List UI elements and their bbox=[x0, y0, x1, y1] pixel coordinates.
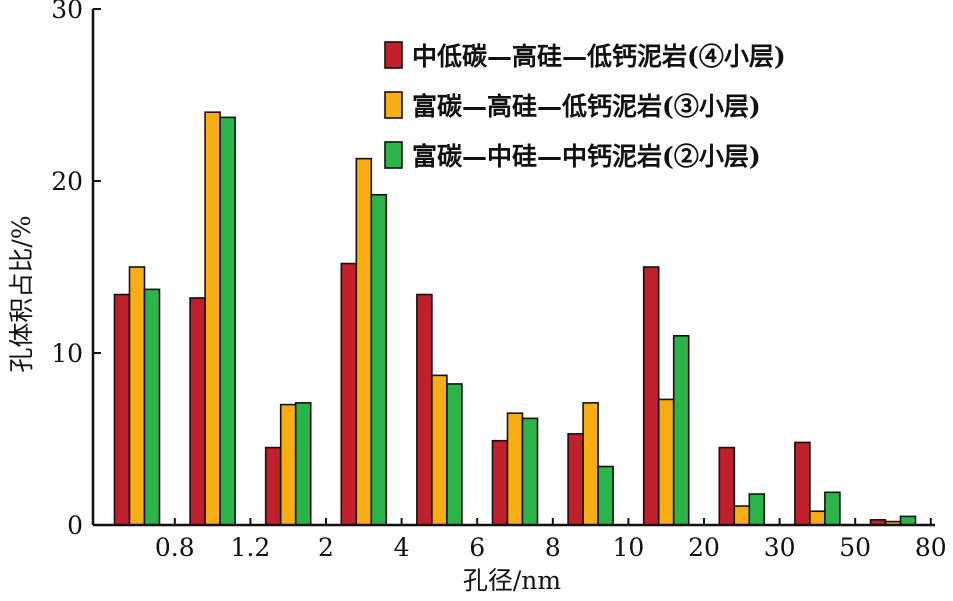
bar-series-1-bin-3 bbox=[264, 446, 282, 526]
bar-series-1-bin-9 bbox=[718, 446, 736, 526]
legend-label-1: 中低碳—高硅—低钙泥岩(④小层) bbox=[412, 42, 786, 71]
bar-series-1-bin-2 bbox=[189, 297, 206, 526]
bar-series-1-bin-8 bbox=[642, 266, 660, 526]
bar-series-2-bin-7 bbox=[582, 402, 599, 526]
bar-series-2-bin-6 bbox=[506, 412, 524, 526]
bar-series-2-bin-8 bbox=[657, 398, 675, 526]
y-tick-label-30: 30 bbox=[51, 0, 83, 24]
bar-series-2-bin-10 bbox=[809, 510, 826, 526]
bar-series-3-bin-4 bbox=[370, 193, 388, 526]
x-tick-label-7: 10 bbox=[612, 533, 644, 562]
bar-series-1-bin-6 bbox=[491, 439, 509, 526]
x-tick-label-10: 50 bbox=[839, 533, 871, 562]
bar-series-3-bin-2 bbox=[219, 116, 236, 526]
x-tick-label-2: 1.2 bbox=[231, 533, 271, 562]
axes-layer: 0 10 20 30 0.8 1.2 2 4 6 8 10 20 30 50 80 bbox=[51, 0, 947, 562]
legend-label-3: 富碳—中硅—中钙泥岩(②小层) bbox=[412, 142, 761, 171]
bar-series-1-bin-10 bbox=[794, 441, 811, 526]
x-axis-title: 孔径/nm bbox=[463, 566, 562, 595]
bar-series-1-bin-4 bbox=[340, 262, 358, 526]
legend-swatch-2 bbox=[384, 91, 403, 119]
bar-series-3-bin-6 bbox=[521, 417, 539, 526]
y-tick-label-20: 20 bbox=[51, 167, 83, 196]
legend-swatch-1 bbox=[384, 41, 403, 69]
bar-series-3-bin-9 bbox=[748, 493, 766, 526]
x-tick-label-8: 20 bbox=[688, 533, 720, 562]
x-tick-label-4: 4 bbox=[394, 533, 410, 562]
bar-series-2-bin-2 bbox=[204, 111, 221, 526]
bar-series-3-bin-5 bbox=[446, 383, 463, 526]
bar-series-2-bin-9 bbox=[733, 505, 751, 526]
x-tick-label-1: 0.8 bbox=[155, 533, 195, 562]
bar-series-3-bin-1 bbox=[143, 288, 161, 526]
bar-series-2-bin-5 bbox=[431, 374, 448, 526]
bar-series-2-bin-3 bbox=[279, 403, 297, 526]
y-tick-label-0: 0 bbox=[67, 511, 83, 540]
y-tick-label-10: 10 bbox=[51, 339, 83, 368]
bar-series-3-bin-8 bbox=[672, 334, 690, 526]
bar-series-3-bin-3 bbox=[294, 402, 312, 526]
bar-series-1-bin-7 bbox=[567, 433, 584, 526]
x-tick-label-5: 6 bbox=[469, 533, 485, 562]
bars-layer bbox=[113, 111, 917, 526]
y-axis-title: 孔体积占比/% bbox=[7, 215, 36, 372]
bar-series-1-bin-1 bbox=[113, 293, 131, 526]
bar-series-3-bin-7 bbox=[597, 465, 614, 526]
bar-series-3-bin-11 bbox=[899, 515, 917, 526]
x-tick-label-9: 30 bbox=[764, 533, 796, 562]
legend: 中低碳—高硅—低钙泥岩(④小层) 富碳—高硅—低钙泥岩(③小层) 富碳—中硅—中钙泥… bbox=[384, 41, 786, 171]
x-tick-label-6: 8 bbox=[545, 533, 561, 562]
legend-label-2: 富碳—高硅—低钙泥岩(③小层) bbox=[412, 92, 761, 121]
bar-series-1-bin-5 bbox=[416, 293, 433, 526]
bar-series-2-bin-1 bbox=[128, 266, 146, 526]
bar-series-3-bin-10 bbox=[824, 491, 841, 526]
bar-series-2-bin-4 bbox=[355, 157, 373, 526]
legend-swatch-3 bbox=[384, 141, 403, 169]
x-tick-label-11: 80 bbox=[915, 533, 947, 562]
x-tick-label-3: 2 bbox=[318, 533, 334, 562]
